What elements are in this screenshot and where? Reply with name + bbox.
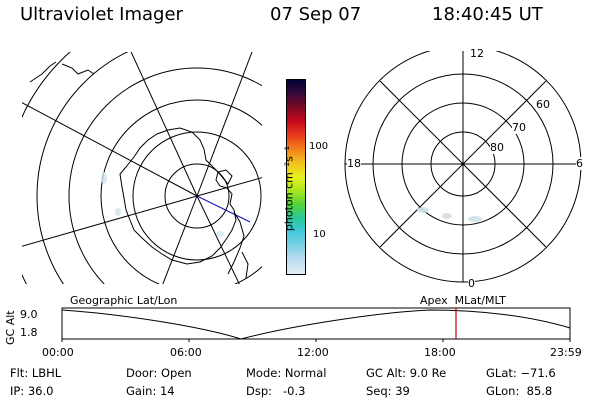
info-gain: Gain: 14: [126, 384, 175, 398]
xtick-18: 18:00: [424, 346, 456, 359]
mlt-label-0: 0: [468, 277, 475, 290]
ytick-9: 9.0: [20, 308, 38, 321]
mlat-label-80: 80: [490, 141, 504, 154]
scale-tick-100: 100: [309, 141, 329, 152]
xtick-06: 06:00: [170, 346, 202, 359]
info-flt: Flt: LBHL: [10, 366, 62, 380]
xtick-2359: 23:59: [550, 346, 582, 359]
scale-unit-label: photon cm⁻²s⁻¹: [282, 145, 296, 232]
info-dsp: Dsp: -0.3: [246, 384, 306, 398]
color-scale-bar: [286, 79, 306, 275]
instrument-title: Ultraviolet Imager: [20, 4, 183, 25]
mlat-label-70: 70: [512, 121, 526, 134]
info-ip: IP: 36.0: [10, 384, 54, 398]
info-seq: Seq: 39: [366, 384, 410, 398]
time-label: 18:40:45 UT: [432, 4, 543, 25]
geographic-map: [22, 52, 262, 284]
mlt-label-12: 12: [470, 47, 484, 60]
ytick-1-8: 1.8: [20, 326, 38, 339]
mlt-label-18: 18: [347, 157, 361, 170]
info-mode: Mode: Normal: [246, 366, 327, 380]
mlt-label-6: 6: [576, 157, 583, 170]
date-label: 07 Sep 07: [270, 4, 362, 25]
gc-alt-ylabel: GC Alt: [4, 310, 17, 345]
xtick-12: 12:00: [297, 346, 329, 359]
info-gc-alt: GC Alt: 9.0 Re: [366, 366, 447, 380]
scale-tick-10: 10: [313, 229, 326, 240]
altitude-timeline: [61, 307, 571, 342]
info-glat: GLat: −71.6: [486, 366, 556, 380]
geographic-latlon-title: Geographic Lat/Lon: [70, 294, 178, 307]
xtick-00: 00:00: [42, 346, 74, 359]
info-glon: GLon: 85.8: [486, 384, 553, 398]
mlat-label-60: 60: [536, 98, 550, 111]
apex-mlat-mlt-title: Apex MLat/MLT: [420, 294, 506, 307]
polar-plot: [344, 51, 582, 283]
info-door: Door: Open: [126, 366, 192, 380]
